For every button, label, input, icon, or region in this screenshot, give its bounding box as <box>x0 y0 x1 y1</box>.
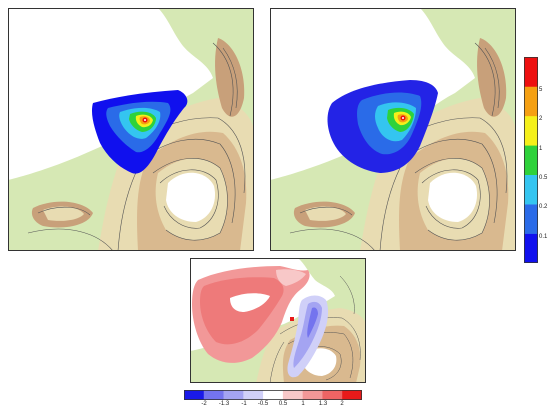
horizontal-colorbar-swatch <box>223 390 244 400</box>
vertical-colorbar-label: 1 <box>539 146 543 152</box>
horizontal-colorbar-swatch <box>184 390 205 400</box>
horizontal-colorbar-label: -0.5 <box>257 401 269 407</box>
horizontal-colorbar-swatch <box>322 390 343 400</box>
positive-difference <box>230 293 270 312</box>
horizontal-colorbar-label: 1 <box>301 401 305 407</box>
terrain-peak <box>428 172 478 222</box>
horizontal-colorbar-swatch <box>203 390 224 400</box>
vertical-colorbar-swatch <box>524 233 538 264</box>
vertical-colorbar-swatch <box>524 57 538 87</box>
panel-right <box>270 8 516 251</box>
vertical-colorbar-label: 0.2 <box>539 204 548 210</box>
ridge <box>43 206 84 221</box>
horizontal-colorbar-label: 0.5 <box>278 401 288 407</box>
horizontal-colorbar-svg <box>184 390 363 400</box>
ridge <box>305 206 346 221</box>
map-left-svg <box>8 8 254 251</box>
horizontal-colorbar-swatch <box>243 390 264 400</box>
panel-left <box>8 8 254 251</box>
terrain-peak <box>166 172 216 222</box>
horizontal-colorbar-swatch <box>282 390 303 400</box>
vertical-colorbar-swatch <box>524 204 538 234</box>
vertical-colorbar-swatch <box>524 145 538 176</box>
horizontal-colorbar-label: 2 <box>340 401 344 407</box>
vertical-colorbar-swatch <box>524 174 538 205</box>
map-right-svg <box>270 8 516 251</box>
vertical-colorbar-label: 0.5 <box>539 175 548 181</box>
positive-difference <box>276 269 306 286</box>
vertical-colorbar-label: 0.1 <box>539 234 548 240</box>
vertical-colorbar-label: 2 <box>539 116 543 122</box>
vertical-colorbar-svg <box>524 57 538 264</box>
sea-area <box>8 8 213 180</box>
panel-difference <box>190 258 366 383</box>
horizontal-colorbar-swatch <box>342 390 363 400</box>
negative-difference <box>307 307 318 338</box>
plume-right <box>327 80 438 173</box>
horizontal-colorbar-label: -1 <box>241 401 247 407</box>
horizontal-colorbar-swatch <box>263 390 284 400</box>
horizontal-colorbar-label: -2 <box>201 401 207 407</box>
map-difference-svg <box>190 258 366 383</box>
horizontal-colorbar <box>184 387 363 400</box>
vertical-colorbar-swatch <box>524 115 538 146</box>
vertical-colorbar-swatch <box>524 86 538 117</box>
horizontal-colorbar-label: -1.3 <box>218 401 230 407</box>
source-marker <box>290 317 294 321</box>
vertical-colorbar-label: 5 <box>539 87 543 93</box>
plume-left <box>91 90 188 174</box>
horizontal-colorbar-label: 1.3 <box>318 401 328 407</box>
vertical-colorbar <box>524 57 546 264</box>
horizontal-colorbar-swatch <box>302 390 323 400</box>
